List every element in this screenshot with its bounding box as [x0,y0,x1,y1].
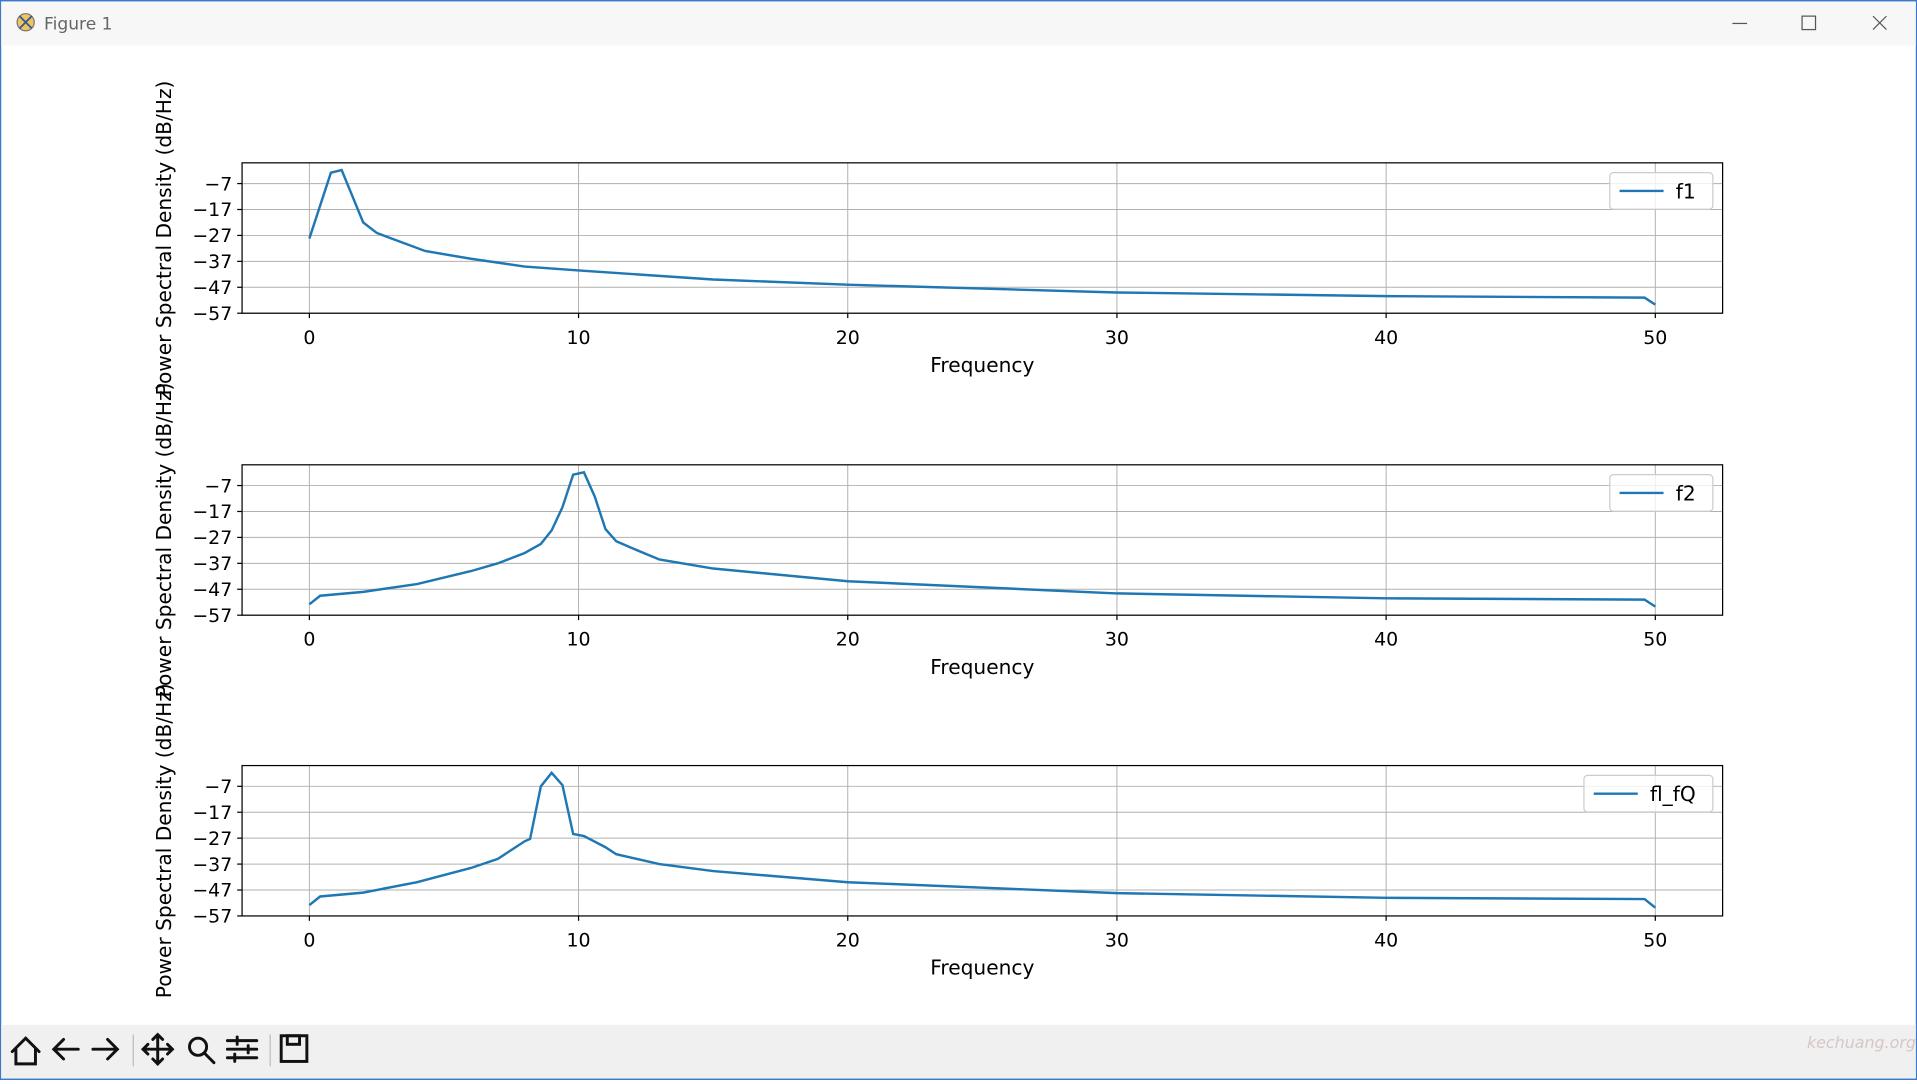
axes-frame [241,162,1724,314]
home-button[interactable] [10,1036,41,1066]
close-button[interactable] [1872,15,1887,31]
axes-frame [241,464,1724,616]
x-tick-label: 20 [836,327,860,349]
y-tick-label: −7 [204,475,232,497]
y-tick-label: −37 [192,251,232,273]
x-tick-label: 50 [1643,327,1667,349]
x-tick-label: 0 [303,629,315,651]
x-axis-label: Frequency [930,353,1034,377]
y-tick-label: −47 [192,579,232,601]
x-tick-label: 40 [1374,629,1398,651]
save-button[interactable] [279,1034,309,1063]
x-tick-label: 30 [1105,327,1129,349]
y-tick-label: −17 [192,802,232,824]
data-line [308,168,1656,306]
x-tick-label: 30 [1105,930,1129,952]
y-tick-label: −47 [192,880,232,902]
legend-box [1583,774,1714,813]
x-tick-label: 20 [836,629,860,651]
window-title: Figure 1 [44,15,113,35]
data-line [308,470,1656,608]
x-tick-label: 20 [836,930,860,952]
app-icon [16,13,35,32]
x-tick-label: 40 [1374,930,1398,952]
x-axis-label: Frequency [930,655,1034,679]
legend: f2 [1609,473,1714,512]
configure-button[interactable] [225,1035,259,1063]
y-tick-label: −27 [192,828,232,850]
x-tick-label: 40 [1374,327,1398,349]
legend: f1 [1609,172,1714,210]
toolbar [1,1024,1916,1079]
legend-label: f2 [1676,481,1696,505]
y-tick-label: −57 [192,906,232,928]
y-tick-label: −17 [192,501,232,523]
maximize-button[interactable] [1801,15,1817,31]
y-tick-label: −37 [192,553,232,575]
y-axis-label: Power Spectral Density (dB/Hz) [152,81,176,396]
zoom-button[interactable] [188,1036,216,1065]
axes-frame [241,764,1724,917]
x-tick-label: 10 [567,930,591,952]
legend-label: f1 [1676,179,1696,203]
x-tick-label: 10 [567,629,591,651]
x-tick-label: 30 [1105,629,1129,651]
y-axis-label: Power Spectral Density (dB/Hz) [152,383,176,698]
x-tick-label: 50 [1643,629,1667,651]
y-axis-label: Power Spectral Density (dB/Hz) [152,683,176,998]
subplot: 0 10 20 30 40 50 −57 −47 −37 −27 −17 −7 Frequency Pow… [152,683,1724,998]
data-line [308,770,1657,909]
y-tick-label: −57 [192,303,232,325]
x-tick-label: 0 [303,930,315,952]
x-tick-label: 0 [303,327,315,349]
y-tick-label: −17 [192,199,232,221]
x-tick-label: 50 [1643,930,1667,952]
legend-label: fl_fQ [1650,782,1696,806]
back-button[interactable] [51,1037,80,1061]
y-tick-label: −27 [192,527,232,549]
pan-button[interactable] [140,1032,175,1066]
y-tick-label: −27 [192,225,232,247]
subplot: 0 10 20 30 40 50 −57 −47 −37 −27 −17 −7 Frequency Pow… [152,81,1724,396]
watermark: kechuang.org [1807,1033,1916,1052]
subplot: 0 10 20 30 40 50 −57 −47 −37 −27 −17 −7 Frequency Pow… [152,383,1724,698]
legend: fl_fQ [1583,774,1714,813]
forward-button[interactable] [91,1037,120,1061]
y-tick-label: −57 [192,605,232,627]
y-tick-label: −7 [204,173,232,195]
y-tick-label: −47 [192,277,232,299]
x-axis-label: Frequency [930,956,1034,980]
x-tick-label: 10 [567,327,591,349]
title-bar [1,1,1916,46]
y-tick-label: −7 [204,776,232,798]
y-tick-label: −37 [192,854,232,876]
